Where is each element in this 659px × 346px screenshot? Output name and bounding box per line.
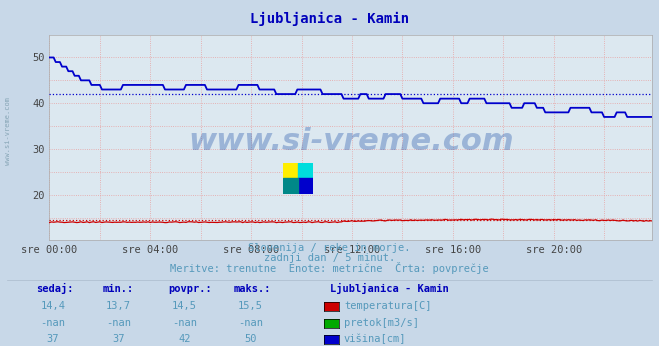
Text: 14,4: 14,4 xyxy=(40,301,65,311)
Text: -nan: -nan xyxy=(40,318,65,328)
Text: zadnji dan / 5 minut.: zadnji dan / 5 minut. xyxy=(264,253,395,263)
Text: -nan: -nan xyxy=(238,318,263,328)
Bar xyxy=(283,178,298,194)
Text: 37: 37 xyxy=(113,334,125,344)
Text: Ljubljanica - Kamin: Ljubljanica - Kamin xyxy=(250,12,409,26)
Text: -nan: -nan xyxy=(172,318,197,328)
Text: 13,7: 13,7 xyxy=(106,301,131,311)
Text: 14,5: 14,5 xyxy=(172,301,197,311)
Text: 15,5: 15,5 xyxy=(238,301,263,311)
Text: 50: 50 xyxy=(244,334,256,344)
Text: višina[cm]: višina[cm] xyxy=(344,334,407,344)
Bar xyxy=(283,163,298,178)
Bar xyxy=(298,163,313,178)
Text: sedaj:: sedaj: xyxy=(36,283,74,294)
Text: Meritve: trenutne  Enote: metrične  Črta: povprečje: Meritve: trenutne Enote: metrične Črta: … xyxy=(170,262,489,274)
Text: -nan: -nan xyxy=(106,318,131,328)
Text: Ljubljanica - Kamin: Ljubljanica - Kamin xyxy=(330,283,448,294)
Text: 42: 42 xyxy=(179,334,190,344)
Text: pretok[m3/s]: pretok[m3/s] xyxy=(344,318,419,328)
Text: min.:: min.: xyxy=(102,284,133,294)
Text: temperatura[C]: temperatura[C] xyxy=(344,301,432,311)
Text: www.si-vreme.com: www.si-vreme.com xyxy=(188,127,514,156)
Text: povpr.:: povpr.: xyxy=(168,284,212,294)
Text: Slovenija / reke in morje.: Slovenija / reke in morje. xyxy=(248,243,411,253)
Text: maks.:: maks.: xyxy=(234,284,272,294)
Text: 37: 37 xyxy=(47,334,59,344)
Bar xyxy=(298,178,313,194)
Text: www.si-vreme.com: www.si-vreme.com xyxy=(5,98,11,165)
